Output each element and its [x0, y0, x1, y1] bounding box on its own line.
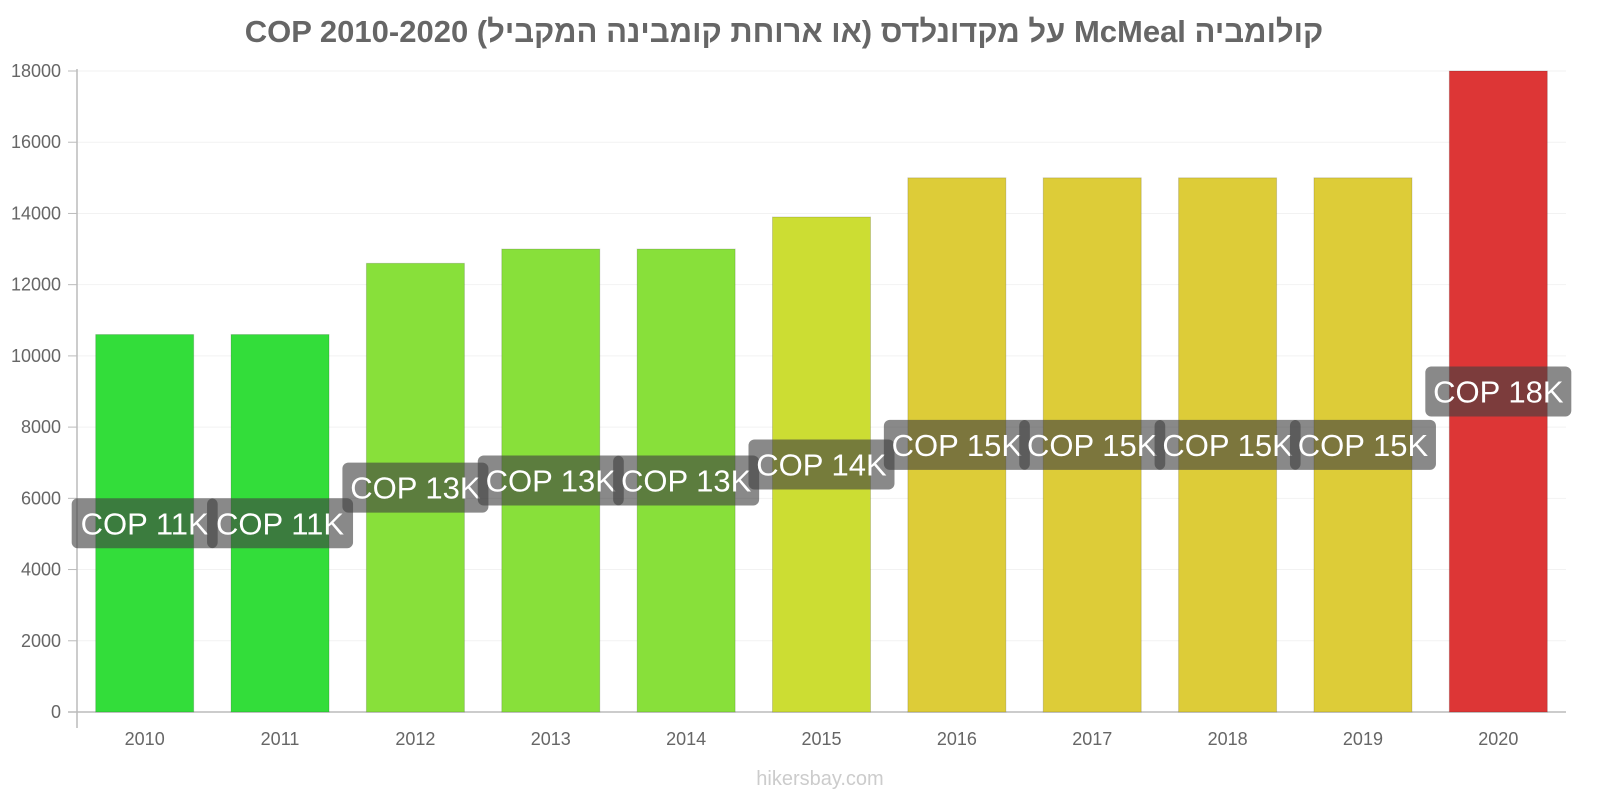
data-label-box: [883, 419, 1030, 470]
data-label-2017: COP 15K: [1019, 419, 1166, 470]
data-label-box: [613, 455, 760, 506]
y-tick-labels: 0 2000 4000 6000 8000 10000 12000 14000 16000 180…: [11, 61, 61, 722]
x-tick-label: 2018: [1208, 729, 1248, 749]
data-label-box: [477, 455, 624, 506]
y-tick-label: 2000: [21, 631, 61, 651]
x-tick-label: 2014: [666, 729, 706, 749]
x-tick-label: 2010: [125, 729, 165, 749]
data-label-box: [1154, 419, 1301, 470]
data-label-text: COP 13K: [350, 471, 481, 506]
watermark: hikersbay.com: [756, 768, 884, 790]
y-tick-label: 14000: [11, 203, 61, 223]
data-label-box: [207, 498, 354, 549]
x-tick-label: 2017: [1072, 729, 1112, 749]
data-label-box: [342, 462, 489, 513]
data-label-2018: COP 15K: [1154, 419, 1301, 470]
data-label-2013: COP 13K: [477, 455, 624, 506]
y-tick-label: 12000: [11, 275, 61, 295]
y-tick-label: 6000: [21, 488, 61, 508]
data-label-box: [1289, 419, 1436, 470]
bars: [95, 70, 1548, 713]
x-tick-label: 2013: [531, 729, 571, 749]
y-tick-label: 18000: [11, 61, 61, 81]
x-tick-label: 2015: [801, 729, 841, 749]
x-tick-label: 2012: [395, 729, 435, 749]
data-label-2014: COP 13K: [613, 455, 760, 506]
y-tick-label: 16000: [11, 132, 61, 152]
data-label-box: [1019, 419, 1166, 470]
data-label-2016: COP 15K: [883, 419, 1030, 470]
data-label-2019: COP 15K: [1289, 419, 1436, 470]
data-label-text: COP 18K: [1433, 375, 1564, 410]
data-label-text: COP 15K: [1298, 428, 1429, 463]
data-label-text: COP 15K: [1162, 428, 1293, 463]
data-label-2015: COP 14K: [748, 439, 895, 490]
y-tick-label: 8000: [21, 417, 61, 437]
data-label-text: COP 11K: [81, 506, 209, 541]
data-label-text: COP 13K: [621, 464, 752, 499]
data-label-2011: COP 11K: [207, 498, 354, 549]
data-label-2012: COP 13K: [342, 462, 489, 513]
data-label-text: COP 11K: [216, 506, 344, 541]
y-tick-label: 0: [51, 702, 61, 722]
x-tick-label: 2020: [1478, 729, 1518, 749]
x-tick-label: 2011: [261, 729, 300, 749]
x-tick-label: 2016: [937, 729, 977, 749]
y-tick-label: 4000: [21, 560, 61, 580]
x-tick-labels: 2010 2011 2012 2013 2014 2015 2016 2017 2018 2019…: [125, 729, 1519, 749]
data-label-text: COP 13K: [486, 464, 617, 499]
data-label-text: COP 15K: [892, 428, 1023, 463]
data-label-2010: COP 11K: [71, 498, 218, 549]
data-label-text: COP 14K: [756, 448, 887, 483]
x-tick-label: 2019: [1343, 729, 1383, 749]
data-label-box: [1425, 366, 1572, 417]
data-label-text: COP 15K: [1027, 428, 1158, 463]
chart-title: קולומביה McMeal על מקדונלדס (או ארוחת קו…: [244, 14, 1324, 49]
y-tick-label: 10000: [11, 346, 61, 366]
data-label-box: [748, 439, 895, 490]
data-label-2020: COP 18K: [1425, 366, 1572, 417]
data-label-box: [71, 498, 218, 549]
